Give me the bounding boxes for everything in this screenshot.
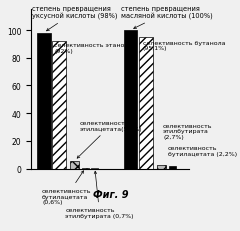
Bar [36, 34, 51, 169]
Bar [82, 168, 89, 169]
Bar [157, 165, 166, 169]
Text: Фиг. 9: Фиг. 9 [93, 190, 128, 200]
Bar [169, 166, 176, 169]
Bar [124, 31, 138, 169]
Bar [52, 42, 66, 169]
Text: селективность
этилацетата(5,8%): селективность этилацетата(5,8%) [77, 121, 142, 158]
Text: селективность
бутилацетата
(0,6%): селективность бутилацетата (0,6%) [42, 171, 91, 204]
Text: селективность
этилбутирата
(2,7%): селективность этилбутирата (2,7%) [163, 123, 213, 140]
Bar [91, 168, 98, 169]
Text: селективность бутанола
(95,1%): селективность бутанола (95,1%) [143, 40, 225, 51]
Text: степень превращения
уксусной кислоты (98%): степень превращения уксусной кислоты (98… [32, 6, 117, 32]
Text: селективность этанола
(92%): селективность этанола (92%) [54, 43, 133, 54]
Text: селективность
этилбутирата (0,7%): селективность этилбутирата (0,7%) [65, 171, 134, 218]
Text: селективность
бутилацетата (2,2%): селективность бутилацетата (2,2%) [168, 145, 237, 156]
Bar [139, 38, 153, 169]
Text: степень превращения
масляной кислоты (100%): степень превращения масляной кислоты (10… [121, 6, 213, 29]
Bar [70, 161, 79, 169]
